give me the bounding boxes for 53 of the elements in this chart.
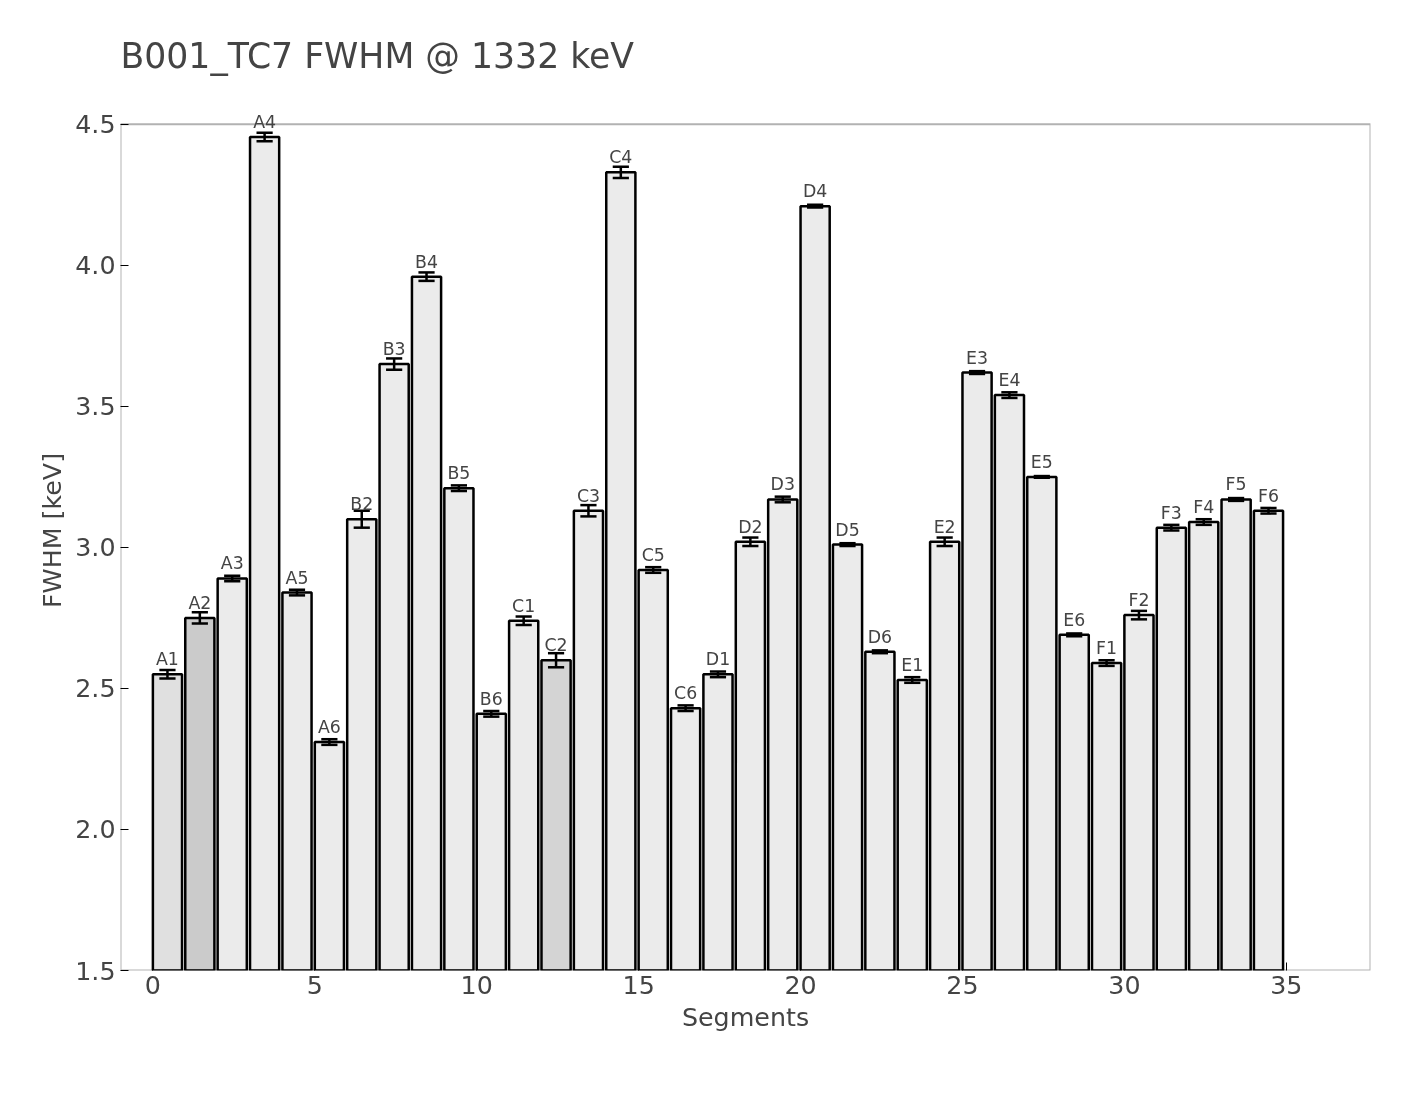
- annotation: D2: [738, 516, 763, 537]
- annotation: C1: [512, 595, 536, 616]
- y-tick-label: 1.5: [75, 955, 116, 986]
- annotation: B3: [382, 339, 406, 360]
- annotation: A4: [253, 112, 277, 133]
- annotation: C5: [641, 544, 665, 565]
- annotation: E1: [901, 654, 924, 675]
- x-tick-label: 15: [622, 969, 655, 1000]
- y-tick-label: 4.0: [75, 250, 116, 281]
- annotation: B5: [447, 463, 471, 484]
- x-tick-label: 30: [1108, 969, 1141, 1000]
- x-tick-label: 25: [946, 969, 979, 1000]
- annotation: D1: [705, 649, 731, 670]
- y-axis-title: FWHM [keV]: [37, 453, 68, 608]
- annotation: D5: [835, 519, 860, 540]
- y-tick-label: 3.0: [75, 532, 116, 563]
- x-tick-label: 0: [144, 969, 161, 1000]
- annotation: E5: [1030, 451, 1053, 472]
- annotation: F2: [1128, 590, 1150, 611]
- annotation: C2: [544, 635, 568, 656]
- annotation: F1: [1096, 638, 1118, 659]
- y-tick-label: 2.0: [75, 814, 116, 845]
- annotation: A2: [188, 592, 212, 613]
- annotation: F4: [1193, 497, 1215, 518]
- annotation: D4: [802, 181, 828, 202]
- annotation: F3: [1160, 502, 1182, 523]
- x-tick-label: 35: [1270, 969, 1303, 1000]
- annotation: B4: [415, 251, 438, 272]
- annotation: E3: [966, 347, 989, 368]
- y-tick-label: 2.5: [75, 673, 116, 704]
- annotation: E4: [998, 370, 1021, 391]
- annotation: E2: [933, 516, 956, 537]
- annotation: C6: [674, 683, 698, 704]
- chart-title: B001_TC7 FWHM @ 1332 keV: [120, 35, 635, 76]
- y-tick-label: 3.5: [75, 391, 116, 422]
- annotation: D6: [867, 626, 893, 647]
- annotation: A6: [317, 717, 341, 738]
- annotation: B2: [350, 494, 374, 515]
- annotation: F6: [1258, 485, 1279, 506]
- y-tick-label: 4.5: [75, 109, 116, 140]
- x-tick-label: 5: [306, 969, 323, 1000]
- x-tick-label: 20: [784, 969, 817, 1000]
- annotation: E6: [1063, 609, 1086, 630]
- annotation: C4: [609, 147, 633, 168]
- annotation: A5: [285, 567, 309, 588]
- annotation: B6: [479, 688, 503, 709]
- annotation: D3: [770, 474, 795, 495]
- annotation: C3: [576, 485, 600, 506]
- annotation: A1: [156, 649, 179, 670]
- x-tick-label: 10: [460, 969, 493, 1000]
- annotation: F5: [1225, 474, 1247, 495]
- annotation: A3: [220, 553, 244, 574]
- x-axis-title: Segments: [681, 1001, 810, 1032]
